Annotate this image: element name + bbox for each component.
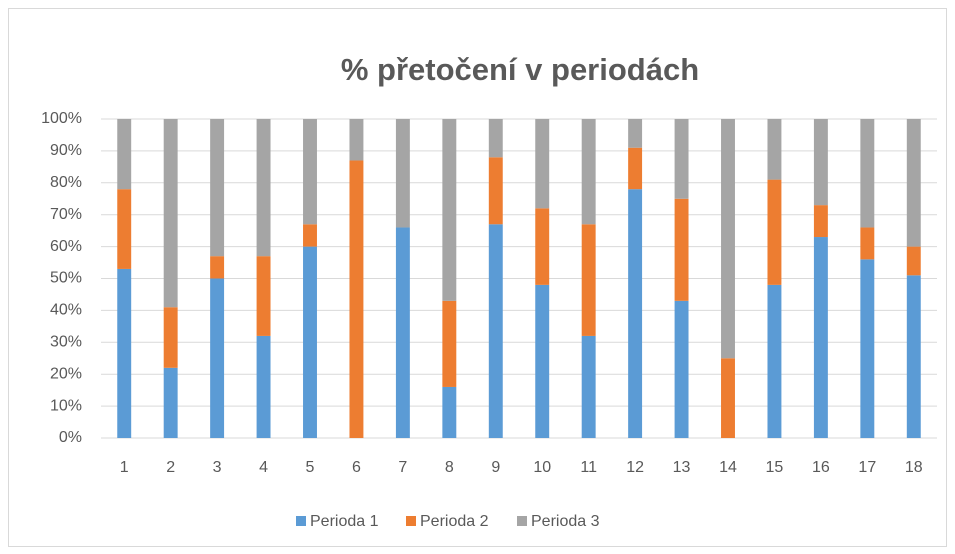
x-tick-label: 2 <box>166 459 175 476</box>
bar-segment <box>303 224 317 247</box>
x-tick-label: 12 <box>626 459 644 476</box>
bar-segment <box>906 275 921 438</box>
bar-segment <box>256 119 271 257</box>
y-tick-label: 70% <box>50 206 82 223</box>
x-tick-label: 10 <box>533 459 551 476</box>
bar-segment <box>488 224 503 438</box>
y-tick-label: 30% <box>50 334 82 351</box>
bar-segment <box>721 358 735 438</box>
x-tick-label: 5 <box>306 459 315 476</box>
bar-segment <box>581 335 596 438</box>
bar-segment <box>674 198 689 301</box>
bar-segment <box>906 119 921 247</box>
x-tick-label: 16 <box>812 459 830 476</box>
legend-label: Perioda 1 <box>310 513 379 530</box>
bar-segment <box>163 307 178 368</box>
bar-segment <box>210 119 225 257</box>
bar-segment <box>303 119 317 225</box>
y-tick-label: 60% <box>50 238 82 255</box>
bar-segment <box>767 284 782 438</box>
legend-swatch <box>517 516 527 526</box>
y-tick-label: 50% <box>50 270 82 287</box>
bar-segment <box>256 335 271 438</box>
bar-segment <box>210 278 225 438</box>
bar-segment <box>349 119 364 161</box>
x-tick-label: 1 <box>120 459 129 476</box>
bar-segment <box>860 227 875 260</box>
bar-segment <box>256 256 271 336</box>
legend-label: Perioda 3 <box>531 513 600 530</box>
bar-segment <box>813 205 828 238</box>
y-tick-label: 10% <box>50 397 82 414</box>
bar-segment <box>581 224 596 336</box>
bar-segment <box>117 268 132 438</box>
y-tick-label: 100% <box>41 110 82 127</box>
x-tick-label: 14 <box>719 459 737 476</box>
x-tick-label: 15 <box>766 459 784 476</box>
bar-segment <box>442 386 457 438</box>
x-tick-label: 9 <box>491 459 500 476</box>
bar-segment <box>674 119 689 199</box>
bar-segment <box>535 208 550 285</box>
legend-swatch <box>296 516 306 526</box>
x-tick-label: 7 <box>398 459 407 476</box>
bar-segment <box>395 119 410 228</box>
bar-segment <box>767 179 782 285</box>
y-tick-label: 80% <box>50 174 82 191</box>
bar-segment <box>628 119 643 148</box>
y-tick-label: 0% <box>59 429 82 446</box>
chart-title: % přetočení v periodách <box>341 52 699 87</box>
y-tick-label: 20% <box>50 365 82 382</box>
bar-segment <box>813 119 828 206</box>
bar-segment <box>767 119 782 180</box>
x-tick-label: 11 <box>580 459 597 476</box>
bar-segment <box>210 256 225 279</box>
bar-segment <box>860 259 875 438</box>
bar-segment <box>628 189 643 438</box>
bar-segment <box>303 246 317 438</box>
bar-segment <box>813 237 828 438</box>
bar-segment <box>117 119 132 190</box>
x-tick-label: 18 <box>905 459 923 476</box>
bar-segment <box>442 119 457 301</box>
bar-segment <box>860 119 875 228</box>
bar-segment <box>535 119 550 209</box>
x-tick-label: 8 <box>445 459 454 476</box>
bar-segment <box>349 160 364 438</box>
bar-segment <box>674 300 689 438</box>
bar-segment <box>488 157 503 225</box>
x-tick-label: 13 <box>673 459 691 476</box>
bar-segment <box>488 119 503 158</box>
bar-segment <box>906 246 921 276</box>
x-tick-label: 6 <box>352 459 361 476</box>
x-tick-label: 17 <box>858 459 876 476</box>
bar-segment <box>628 147 643 190</box>
bar-segment <box>535 284 550 438</box>
bar-segment <box>163 119 178 308</box>
bar-segment <box>442 300 457 387</box>
x-tick-label: 4 <box>259 459 268 476</box>
x-tick-label: 3 <box>213 459 222 476</box>
y-tick-label: 40% <box>50 302 82 319</box>
chart-frame <box>8 8 947 547</box>
legend-swatch <box>406 516 416 526</box>
bar-segment <box>117 189 132 269</box>
legend-label: Perioda 2 <box>420 513 489 530</box>
bar-segment <box>163 367 178 438</box>
bar-segment <box>581 119 596 225</box>
bar-segment <box>721 119 735 359</box>
y-tick-label: 90% <box>50 142 82 159</box>
bar-segment <box>395 227 410 438</box>
